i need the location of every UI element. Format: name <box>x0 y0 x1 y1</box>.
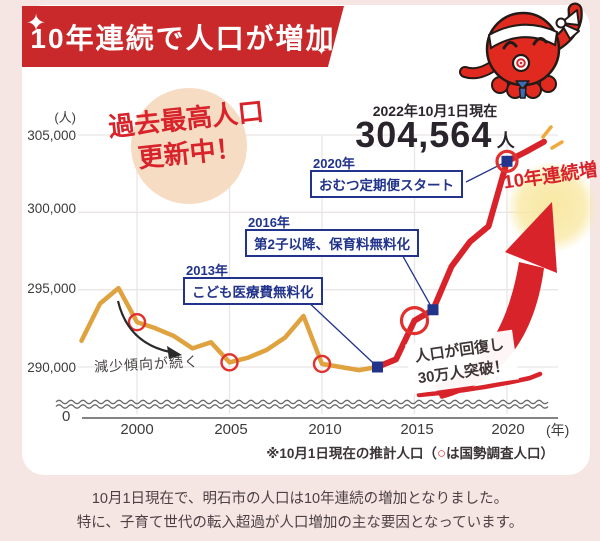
footnote-pre: ※10月1日現在の推計人口（ <box>266 446 437 461</box>
annotation-2020-year: 2020年 <box>313 156 355 171</box>
y-axis-zero: 0 <box>62 408 71 425</box>
population-unit: 人 <box>496 131 515 151</box>
x-tick-label: 2005 <box>214 421 248 438</box>
footnote-post: は国勢調査人口） <box>446 446 554 461</box>
x-tick-label: 2010 <box>308 421 342 438</box>
octopus-mascot-icon <box>459 2 583 99</box>
y-axis-unit: (人) <box>54 110 76 125</box>
annotation-2013-year: 2013年 <box>186 263 228 278</box>
description-line1: 10月1日現在で、明石市の人口は10年連続の増加となりました。 <box>91 491 509 507</box>
population-value: 304,564 <box>355 114 493 155</box>
x-tick-label: 2015 <box>400 421 434 438</box>
annotation-2016-year: 2016年 <box>248 215 290 230</box>
sparkle-icon: ✦ <box>316 43 327 58</box>
y-tick-label: 300,000 <box>27 201 76 216</box>
description: 10月1日現在で、明石市の人口は10年連続の増加となりました。 特に、子育て世代… <box>28 488 572 536</box>
title-banner: 10年連続で人口が増加 <box>22 6 344 67</box>
annotation-2016-box: 第2子以降、保育料無料化 <box>245 229 420 257</box>
description-line2: 特に、子育て世代の転入超過が人口増加の主な要因となっています。 <box>76 514 524 531</box>
annotation-2013-box: こども医療費無料化 <box>183 277 323 305</box>
current-date-label: 2022年10月1日現在 <box>372 103 498 119</box>
y-tick-label: 295,000 <box>27 281 76 296</box>
y-tick-label: 305,000 <box>27 128 76 143</box>
sparkle-icon: ✦ <box>26 10 47 37</box>
x-axis-unit: (年) <box>546 422 570 438</box>
x-tick-label: 2020 <box>491 421 525 438</box>
annotation-2020-box: おむつ定期便スタート <box>310 170 463 198</box>
x-tick-label: 2000 <box>120 421 154 438</box>
chart-footnote: ※10月1日現在の推計人口（○は国勢調査人口） <box>266 442 554 462</box>
census-circle-icon: ○ <box>436 445 446 462</box>
page-title: 10年連続で人口が増加 <box>30 22 336 54</box>
current-population: 304,564 人 <box>315 114 555 156</box>
y-tick-label: 290,000 <box>27 360 76 375</box>
